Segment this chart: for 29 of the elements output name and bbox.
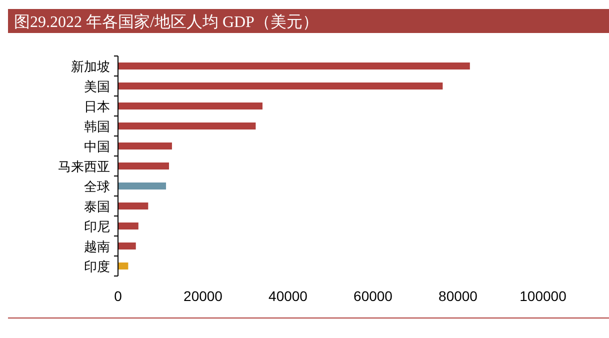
y-tick-label: 韩国	[84, 119, 110, 134]
bar	[118, 82, 443, 90]
x-tick-label: 80000	[438, 288, 478, 304]
bar	[118, 162, 169, 170]
x-tick-label: 40000	[268, 288, 308, 304]
y-tick-label: 中国	[84, 139, 110, 154]
y-tick-label: 越南	[84, 239, 110, 254]
bar	[118, 122, 256, 130]
bar	[118, 262, 128, 270]
bar	[118, 142, 172, 150]
chart-title: 图29.2022 年各国家/地区人均 GDP（美元）	[14, 13, 318, 31]
y-tick-label: 印尼	[84, 219, 110, 234]
x-tick-label: 0	[114, 288, 122, 304]
x-tick-label: 20000	[184, 288, 223, 304]
y-tick-label: 印度	[84, 259, 110, 274]
y-tick-label: 马来西亚	[58, 159, 110, 174]
bar	[118, 222, 138, 230]
y-tick-label: 新加坡	[71, 59, 110, 74]
bar	[118, 242, 136, 250]
y-tick-label: 全球	[84, 179, 110, 194]
bar	[118, 202, 148, 210]
bar	[118, 62, 470, 70]
y-tick-label: 日本	[84, 99, 110, 114]
x-tick-label: 60000	[354, 288, 393, 304]
x-tick-label: 100000	[520, 288, 567, 304]
bar	[118, 102, 262, 110]
y-tick-label: 泰国	[84, 199, 110, 214]
bar	[118, 182, 166, 190]
y-tick-label: 美国	[84, 79, 110, 94]
